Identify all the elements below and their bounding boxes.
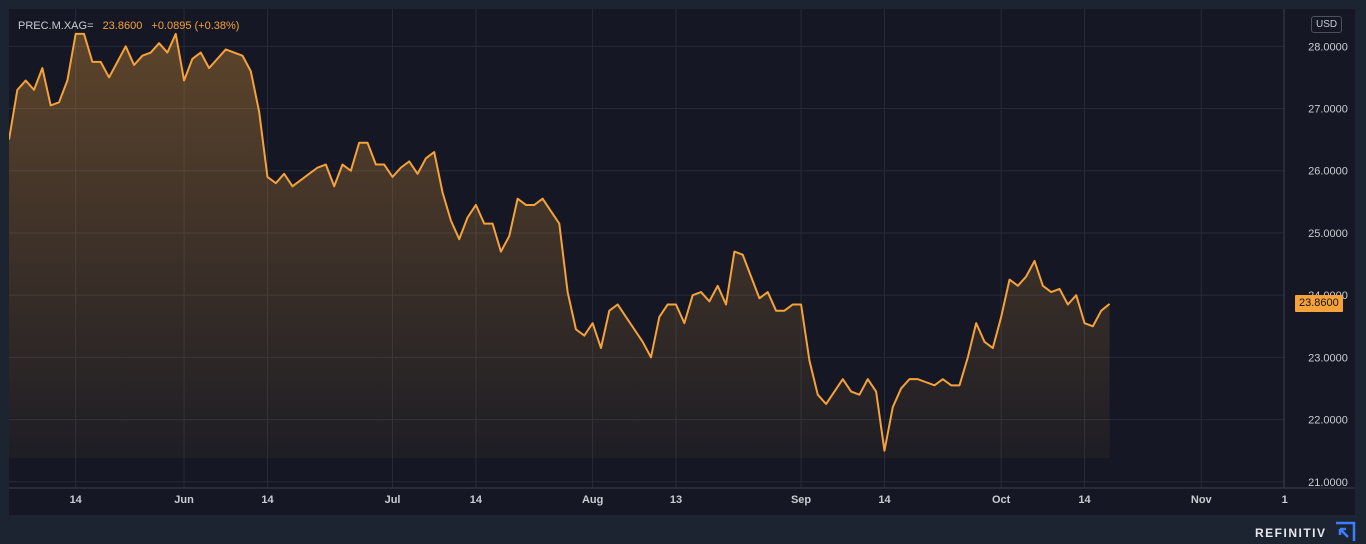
y-tick-label: 26.0000 (1308, 166, 1348, 178)
x-tick-label: 1 (1282, 494, 1288, 506)
price-area (9, 33, 1110, 458)
x-axis: 14 Jun 14 Jul 14 Aug 13 Sep 14 Oct 14 Nov 1 (70, 494, 1288, 506)
last-price-tag: 23.8600 (1295, 294, 1343, 312)
x-tick-label: 14 (1078, 494, 1091, 506)
chart-frame: 21.000022.000023.000024.000025.000026.00… (9, 9, 1355, 515)
y-tick-label: 25.0000 (1308, 228, 1348, 240)
x-tick-label: 14 (470, 494, 483, 506)
price-line (9, 32, 1111, 452)
brand-logo-text: REFINITIV (1255, 526, 1327, 540)
y-tick-label: 22.0000 (1308, 415, 1348, 427)
x-tick-label: 14 (70, 494, 83, 506)
y-axis: 21.000022.000023.000024.000025.000026.00… (1308, 41, 1348, 488)
x-tick-label: Oct (992, 494, 1011, 506)
x-tick-label: 14 (261, 494, 274, 506)
legend: PREC.M.XAG= 23.8600 +0.0895 (+0.38%) (18, 20, 239, 32)
brand-logo-icon (1336, 521, 1356, 541)
y-tick-label: 23.0000 (1308, 352, 1348, 364)
currency-badge[interactable]: USD (1311, 16, 1343, 33)
legend-symbol: PREC.M.XAG= (18, 20, 94, 32)
x-tick-label: Nov (1191, 494, 1213, 506)
legend-change: +0.0895 (+0.38%) (151, 20, 240, 32)
legend-last-value: 23.8600 (102, 20, 143, 32)
x-tick-label: 13 (670, 494, 682, 506)
y-tick-label: 27.0000 (1308, 104, 1348, 116)
x-tick-label: 14 (878, 494, 891, 506)
price-chart[interactable]: 21.000022.000023.000024.000025.000026.00… (9, 9, 1355, 515)
x-tick-label: Aug (582, 494, 603, 506)
x-tick-label: Jun (174, 494, 194, 506)
x-tick-label: Sep (791, 494, 811, 506)
y-tick-label: 28.0000 (1308, 41, 1348, 53)
x-tick-label: Jul (385, 494, 401, 506)
y-tick-label: 21.0000 (1308, 477, 1348, 489)
